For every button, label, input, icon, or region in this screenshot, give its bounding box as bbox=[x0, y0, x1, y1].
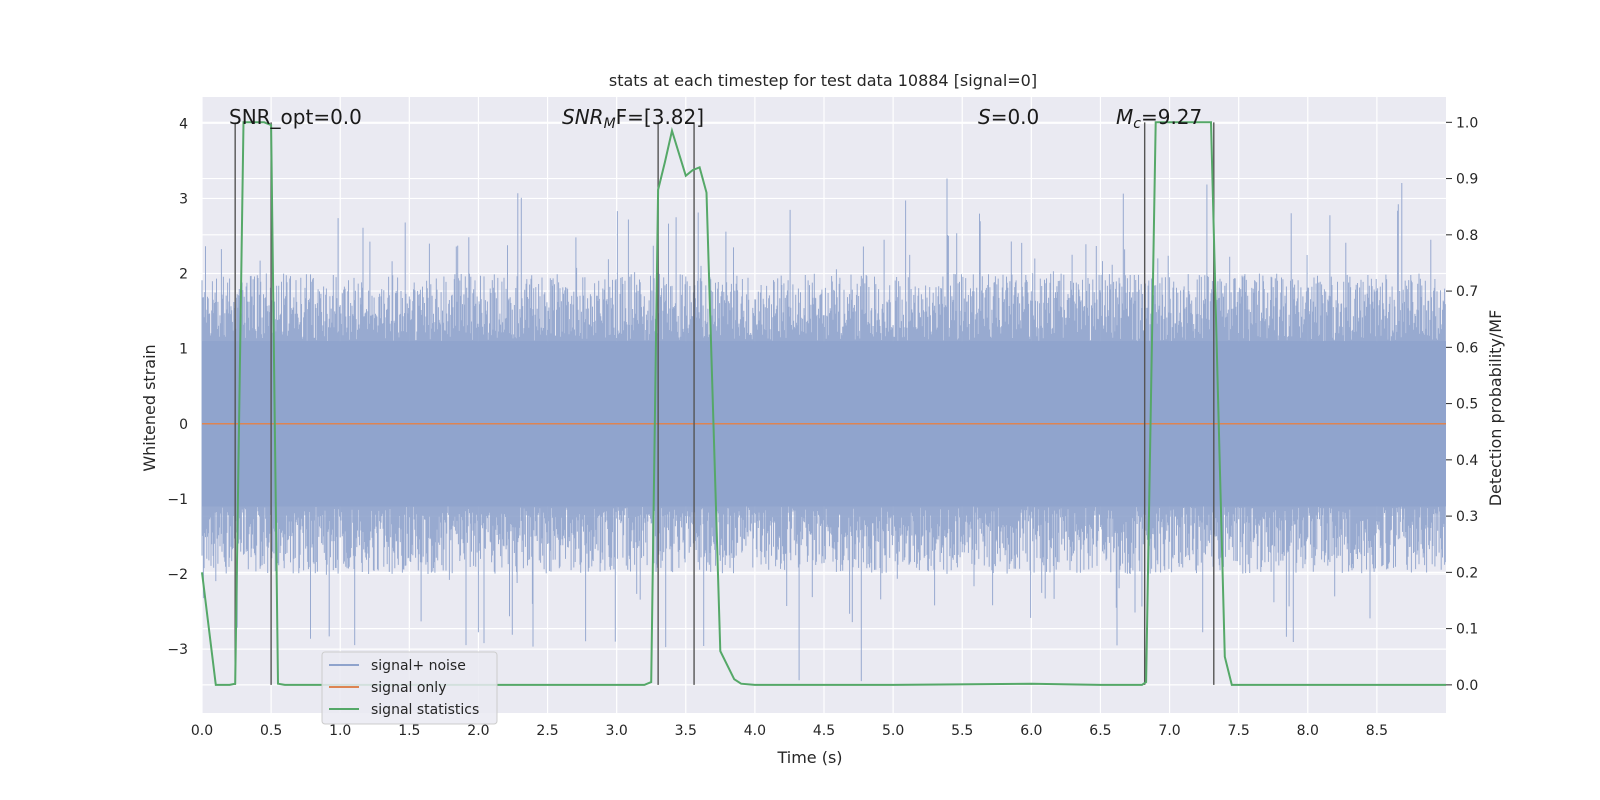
y-left-tick-label: −3 bbox=[167, 642, 188, 658]
y-left-tick-label: 1 bbox=[179, 342, 188, 358]
annotation-mc: Mc=9.27 bbox=[1116, 105, 1202, 132]
x-tick-label: 3.0 bbox=[606, 723, 628, 739]
annotation-snr-mf: SNRMF=[3.82] bbox=[562, 105, 704, 132]
annotation-snr-mf-main: SNR bbox=[562, 105, 604, 129]
x-tick-label: 3.5 bbox=[675, 723, 697, 739]
x-tick-label: 5.5 bbox=[951, 723, 973, 739]
legend-label-stat: signal statistics bbox=[371, 702, 479, 718]
y-left-tick-label: 3 bbox=[179, 191, 188, 207]
x-tick-label: 8.0 bbox=[1297, 723, 1319, 739]
x-tick-label: 7.0 bbox=[1158, 723, 1180, 739]
annotation-mc-italic: M bbox=[1116, 105, 1133, 129]
y-right-tick-label: 0.0 bbox=[1456, 678, 1478, 694]
x-tick-label: 2.5 bbox=[536, 723, 558, 739]
legend-label-noise: signal+ noise bbox=[371, 658, 466, 674]
x-tick-label: 2.0 bbox=[467, 723, 489, 739]
y-right-tick-label: 0.1 bbox=[1456, 622, 1478, 638]
x-tick-label: 0.5 bbox=[260, 723, 282, 739]
x-axis-label: Time (s) bbox=[776, 748, 842, 767]
y-axis-right-label: Detection probability/MF bbox=[1486, 310, 1505, 507]
y-left-tick-label: −2 bbox=[167, 567, 188, 583]
y-left-tick-label: 0 bbox=[179, 417, 188, 433]
y-right-tick-label: 0.5 bbox=[1456, 397, 1478, 413]
x-tick-label: 4.5 bbox=[813, 723, 835, 739]
annotation-snr-mf-rest: F=[3.82] bbox=[616, 105, 704, 129]
y-right-tick-label: 1.0 bbox=[1456, 115, 1478, 131]
annotation-snr-mf-sub: M bbox=[604, 116, 616, 132]
y-axis-left-label: Whitened strain bbox=[140, 344, 159, 471]
x-tick-label: 0.0 bbox=[191, 723, 213, 739]
x-tick-label: 5.0 bbox=[882, 723, 904, 739]
y-left-tick-label: 4 bbox=[179, 116, 188, 132]
x-tick-label: 7.5 bbox=[1228, 723, 1250, 739]
annotation-snr-opt: SNR_opt=0.0 bbox=[229, 105, 362, 129]
x-tick-label: 4.0 bbox=[744, 723, 766, 739]
annotation-s: S=0.0 bbox=[978, 105, 1039, 129]
x-tick-label: 8.5 bbox=[1366, 723, 1388, 739]
y-right-tick-label: 0.6 bbox=[1456, 340, 1478, 356]
y-right-tick-label: 0.4 bbox=[1456, 453, 1478, 469]
legend-box bbox=[321, 651, 498, 725]
y-right-tick-label: 0.7 bbox=[1456, 284, 1478, 300]
y-left-tick-label: 2 bbox=[179, 267, 188, 283]
annotation-mc-rest: =9.27 bbox=[1141, 105, 1202, 129]
x-tick-label: 1.0 bbox=[329, 723, 351, 739]
x-tick-label: 6.0 bbox=[1020, 723, 1042, 739]
x-tick-label: 6.5 bbox=[1089, 723, 1111, 739]
y-right-tick-label: 0.3 bbox=[1456, 509, 1478, 525]
y-right-tick-label: 0.9 bbox=[1456, 172, 1478, 188]
annotation-mc-sub: c bbox=[1133, 116, 1141, 132]
legend-label-signal: signal only bbox=[371, 680, 446, 696]
y-left-tick-label: −1 bbox=[167, 492, 188, 508]
x-tick-label: 1.5 bbox=[398, 723, 420, 739]
y-right-tick-label: 0.2 bbox=[1456, 565, 1478, 581]
annotation-s-rest: =0.0 bbox=[991, 105, 1040, 129]
legend: signal+ noise signal only signal statist… bbox=[321, 651, 498, 725]
chart-title: stats at each timestep for test data 108… bbox=[609, 71, 1037, 90]
y-right-tick-label: 0.8 bbox=[1456, 228, 1478, 244]
annotation-s-italic: S bbox=[978, 105, 991, 129]
signal-statistics-line bbox=[201, 121, 1446, 686]
